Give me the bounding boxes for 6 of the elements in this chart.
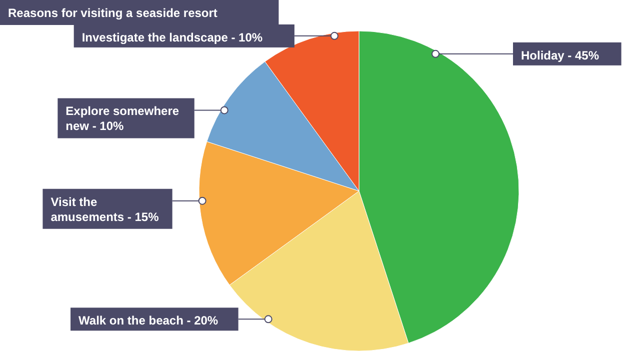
slice-label: Explore somewhere new - 10% (66, 104, 180, 134)
chart-title: Reasons for visiting a seaside resort (8, 6, 218, 20)
slice-label: Investigate the landscape - 10% (82, 30, 263, 44)
slice-label: Visit the amusements - 15% (50, 194, 160, 224)
slice-label: Walk on the beach - 20% (78, 314, 218, 328)
slice-label: Holiday - 45% (521, 48, 600, 62)
